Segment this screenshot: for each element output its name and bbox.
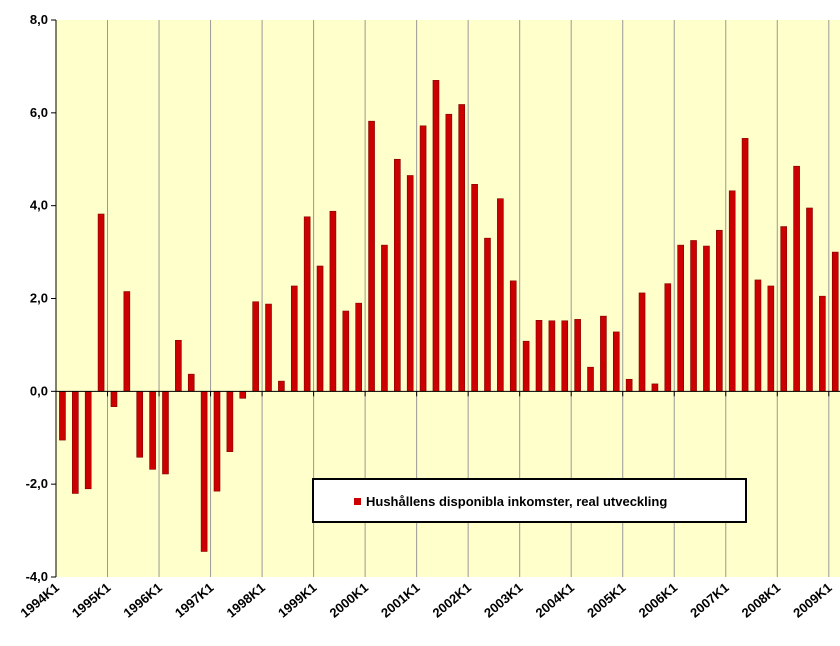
x-tick-label: 2009K1 (790, 580, 835, 621)
bar (445, 113, 453, 392)
bar (406, 175, 414, 392)
y-tick-label: -4,0 (26, 569, 48, 584)
x-tick-label: 1995K1 (69, 580, 114, 621)
x-tick-label: 2008K1 (739, 580, 784, 621)
bar (239, 391, 247, 399)
bar (677, 244, 684, 392)
bar (200, 391, 208, 552)
x-tick-label: 1996K1 (120, 580, 165, 621)
bar (484, 237, 491, 392)
legend: Hushållens disponibla inkomster, real ut… (312, 478, 747, 523)
bar (432, 80, 440, 392)
bar (59, 391, 66, 441)
bar (303, 216, 311, 392)
bar (419, 125, 427, 392)
bar (162, 391, 169, 475)
y-tick-label: 8,0 (30, 12, 48, 27)
x-tick-label: 2005K1 (584, 580, 629, 621)
x-tick-label: 1999K1 (275, 580, 320, 621)
bar (819, 295, 826, 392)
bar (625, 378, 633, 392)
x-tick-label: 2006K1 (636, 580, 681, 621)
bar (522, 340, 530, 392)
bar (72, 391, 79, 494)
bar (767, 285, 775, 392)
bar (187, 373, 195, 392)
bar (806, 207, 813, 392)
bar (728, 190, 736, 392)
bar (600, 315, 607, 392)
x-tick-label: 1994K1 (17, 580, 62, 621)
bar (97, 213, 105, 392)
bar (342, 310, 350, 392)
bar (278, 380, 285, 392)
bar (831, 251, 839, 392)
bar (497, 198, 504, 392)
bar (458, 104, 466, 392)
legend-box (312, 478, 747, 523)
bar (123, 291, 131, 392)
y-tick-label: 4,0 (30, 198, 48, 213)
bar (213, 391, 221, 492)
bar (548, 320, 556, 392)
bar (638, 292, 646, 392)
bar (355, 302, 362, 392)
bar (329, 210, 337, 392)
bar (149, 391, 156, 470)
y-tick-label: 2,0 (30, 291, 48, 306)
bar (175, 339, 182, 392)
x-tick-label: 2000K1 (327, 580, 372, 621)
y-tick-label: 6,0 (30, 105, 48, 120)
bar (535, 320, 543, 392)
legend-label: Hushållens disponibla inkomster, real ut… (366, 494, 667, 509)
bar (509, 280, 517, 392)
bar (651, 383, 659, 392)
bar (252, 301, 259, 392)
bar (394, 158, 401, 392)
bar (471, 184, 478, 392)
bar (612, 331, 620, 392)
x-tick-label: 2001K1 (378, 580, 423, 621)
y-tick-label: -2,0 (26, 476, 48, 491)
bar (690, 240, 697, 392)
bar (84, 391, 92, 490)
bar (587, 366, 594, 392)
bar (290, 285, 298, 392)
bar (741, 138, 749, 392)
x-tick-label: 2002K1 (430, 580, 475, 621)
x-tick-label: 2004K1 (533, 580, 578, 621)
legend-swatch (354, 498, 361, 505)
bar (226, 391, 234, 452)
x-tick-label: 2007K1 (687, 580, 732, 621)
bar (664, 283, 672, 392)
bar (780, 226, 788, 392)
bar (381, 244, 388, 392)
y-tick-label: 0,0 (30, 383, 48, 398)
bar (793, 165, 800, 392)
x-tick-label: 2003K1 (481, 580, 526, 621)
bar (703, 245, 710, 392)
bar (136, 391, 144, 458)
bar (110, 391, 118, 407)
bar (574, 319, 581, 392)
x-tick-label: 1997K1 (172, 580, 217, 621)
bar (368, 120, 375, 392)
x-tick-label: 1998K1 (223, 580, 268, 621)
bar (716, 229, 723, 392)
bar (754, 279, 762, 392)
bar (265, 303, 272, 392)
bar (561, 320, 569, 392)
bar (316, 265, 324, 392)
